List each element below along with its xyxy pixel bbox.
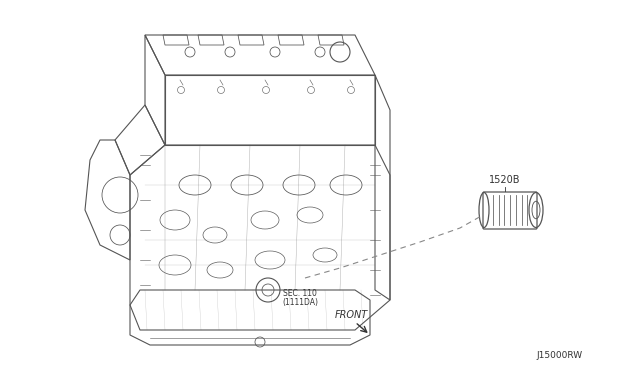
Text: J15000RW: J15000RW (537, 351, 583, 360)
Text: FRONT: FRONT (335, 310, 368, 320)
Text: SEC. 110: SEC. 110 (283, 289, 317, 298)
Text: 1520B: 1520B (489, 175, 521, 185)
Text: (1111DA): (1111DA) (282, 298, 318, 307)
